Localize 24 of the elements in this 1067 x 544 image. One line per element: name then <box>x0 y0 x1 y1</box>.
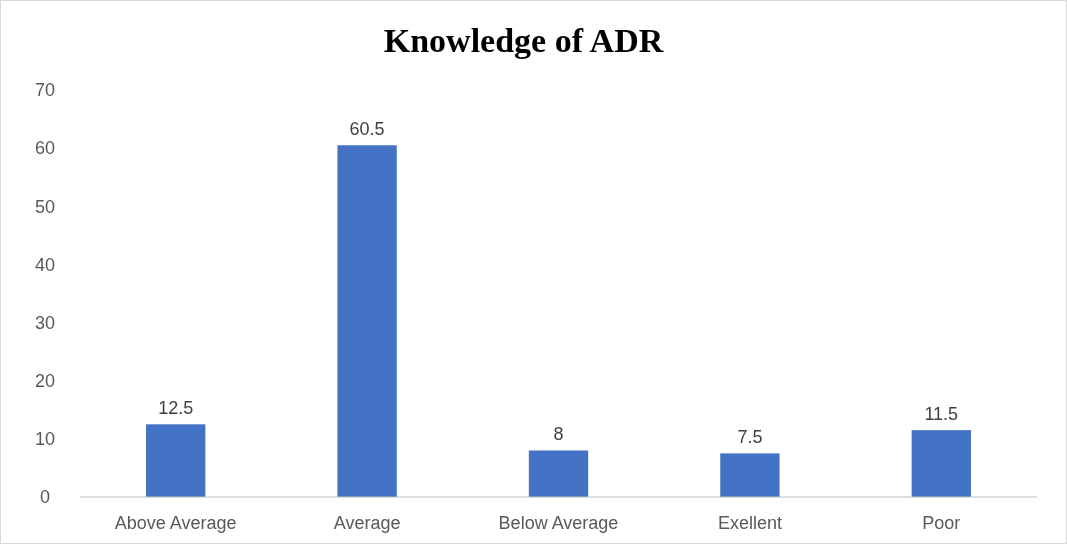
data-label: 7.5 <box>737 427 763 448</box>
bar <box>337 145 397 497</box>
x-tick-label: Average <box>333 513 401 533</box>
chart-title: Knowledge of ADR <box>383 22 664 59</box>
data-label: 12.5 <box>158 398 194 419</box>
y-tick-label: 60 <box>34 138 56 159</box>
bar <box>528 450 589 497</box>
y-tick-label: 50 <box>34 196 56 217</box>
x-tick-label: Exellent <box>717 513 782 533</box>
x-tick-label: Below Average <box>498 513 619 533</box>
y-tick-label: 70 <box>34 80 56 101</box>
y-tick-label: 10 <box>34 429 56 450</box>
bar <box>911 430 971 497</box>
bar <box>146 424 206 497</box>
data-label: 60.5 <box>349 119 385 140</box>
y-tick-label: 0 <box>39 487 51 508</box>
y-tick-label: 20 <box>34 371 56 392</box>
x-tick-label: Poor <box>922 513 961 533</box>
bar <box>720 453 780 497</box>
y-tick-label: 40 <box>34 254 56 275</box>
x-tick-label: Above Average <box>114 513 237 533</box>
y-tick-label: 30 <box>34 312 56 333</box>
data-label: 8 <box>553 424 564 445</box>
data-label: 11.5 <box>924 404 959 425</box>
